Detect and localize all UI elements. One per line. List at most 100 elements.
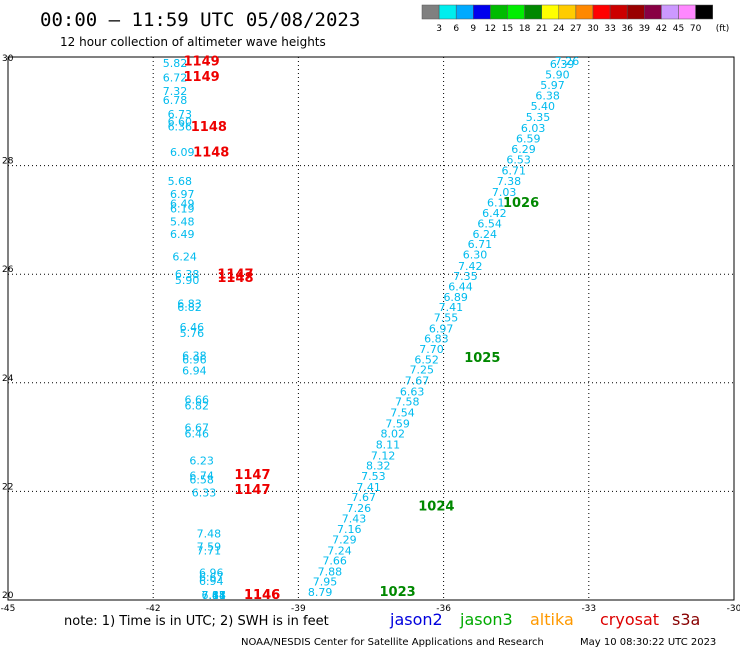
color-swatch	[609, 4, 628, 20]
wave-height-value: 6.09	[170, 146, 195, 159]
color-scale-tick: 30	[587, 24, 599, 34]
wave-height-points: 5.826.727.326.786.736.606.366.095.686.97…	[163, 55, 580, 602]
pass-label: 1146	[244, 588, 280, 603]
color-swatch	[473, 4, 491, 20]
wave-height-value: 6.78	[163, 94, 188, 107]
wave-height-value: 6.73	[168, 108, 193, 121]
wave-height-value: 6.23	[189, 454, 214, 467]
wave-height-value: 6.53	[506, 153, 531, 166]
y-tick-label: 26	[2, 265, 14, 275]
wave-height-value: 6.59	[516, 132, 541, 145]
color-swatch	[661, 4, 679, 20]
wave-height-value: 6.42	[482, 207, 507, 220]
wave-height-value: 6.66	[185, 393, 210, 406]
wave-height-value: 6.72	[163, 71, 188, 84]
grid-lines	[8, 57, 734, 600]
wave-height-value: 6.60	[168, 115, 193, 128]
color-scale-tick: 39	[639, 24, 651, 34]
color-swatch	[507, 4, 525, 20]
wave-height-value: 7.59	[385, 417, 410, 430]
color-swatch	[421, 4, 440, 20]
wave-height-value: 7.48	[197, 528, 222, 541]
color-swatch	[678, 4, 696, 20]
wave-height-value: 7.67	[351, 491, 376, 504]
wave-height-value: 7.95	[313, 575, 338, 588]
wave-height-value: 7.42	[458, 260, 483, 273]
wave-height-value: 5.82	[163, 57, 188, 70]
wave-height-value: 6.52	[414, 353, 439, 366]
color-scale-tick: 15	[502, 24, 513, 34]
x-tick-label: -33	[581, 604, 596, 614]
wave-height-value: 7.41	[439, 301, 464, 314]
pass-label: 1026	[503, 196, 539, 211]
wave-height-value: 6.82	[185, 399, 210, 412]
wave-height-value: 6.94	[199, 575, 224, 588]
wave-height-value: 7.03	[492, 186, 517, 199]
wave-height-value: 6.11	[487, 196, 512, 209]
wave-height-value: 6.97	[429, 322, 454, 335]
wave-height-value: 7.24	[327, 544, 352, 557]
wave-height-value: 6.96	[182, 353, 207, 366]
color-swatch	[644, 4, 662, 20]
color-swatch	[455, 4, 474, 20]
color-swatch	[490, 4, 508, 20]
wave-height-value: 6.89	[443, 291, 468, 304]
wave-height-value: 7.41	[356, 481, 381, 494]
color-swatch	[524, 4, 542, 20]
wave-height-value: 7.53	[361, 470, 386, 483]
footer-timestamp: May 10 08:30:22 UTC 2023	[580, 637, 716, 648]
color-scale-tick: 18	[519, 24, 531, 34]
pass-label: 1149	[184, 55, 220, 70]
wave-height-value: 6.54	[477, 218, 502, 231]
color-swatch	[575, 4, 594, 20]
x-tick-label: -36	[436, 604, 451, 614]
wave-height-value: 6.39	[550, 58, 575, 71]
pass-label: 1147	[234, 483, 270, 498]
wave-height-value: 7.67	[201, 589, 226, 602]
wave-height-value: 7.59	[197, 541, 222, 554]
x-tick-label: -42	[146, 604, 161, 614]
wave-height-value: 6.49	[170, 228, 195, 241]
wave-height-value: 6.67	[185, 422, 210, 435]
pass-label: 1025	[464, 351, 500, 366]
color-scale-tick: 27	[570, 24, 581, 34]
color-swatch	[626, 4, 645, 20]
wave-height-value: 6.71	[468, 238, 493, 251]
wave-height-value: 6.30	[463, 248, 488, 261]
satellite-legend: jason2 jason3 altika cryosat s3a	[389, 610, 700, 629]
wave-height-value: 8.02	[381, 428, 406, 441]
wave-height-value: 6.38	[535, 89, 560, 102]
pass-label: 1146	[244, 588, 280, 603]
satellite-label-jason2: jason2	[389, 610, 443, 629]
wave-height-value: 7.35	[453, 270, 478, 283]
color-scale-tick: 24	[553, 24, 565, 34]
wave-height-value: 7.66	[322, 555, 347, 568]
color-scale-tick: 21	[536, 24, 547, 34]
wave-height-value: 5.48	[170, 215, 195, 228]
color-scale-tick: 42	[656, 24, 667, 34]
wave-height-value: 7.16	[337, 523, 362, 536]
wave-height-value: 6.44	[448, 280, 473, 293]
pass-label: 1147	[234, 468, 270, 483]
color-scale-tick: 6	[453, 24, 459, 34]
plot-frame	[7, 56, 735, 601]
x-tick-label: -30	[727, 604, 740, 614]
wave-height-value: 5.76	[180, 327, 205, 340]
wave-height-value: 6.63	[400, 385, 425, 398]
color-swatch	[438, 4, 457, 20]
wave-height-value: 7.38	[497, 175, 522, 188]
wave-height-value: 7.32	[163, 85, 188, 98]
wave-height-value: 6.24	[172, 251, 197, 264]
pass-label: 1147	[217, 268, 253, 283]
color-scale-tick: 9	[470, 24, 476, 34]
wave-height-value: 6.83	[177, 297, 202, 310]
pass-label: 1149	[184, 70, 220, 85]
wave-height-value: 6.49	[170, 197, 195, 210]
wave-height-value: 6.58	[189, 473, 214, 486]
wave-height-value: 6.71	[502, 164, 527, 177]
wave-height-value: 5.90	[175, 274, 200, 287]
wave-height-value: 7.26	[555, 55, 580, 68]
color-scale-tick: 12	[485, 24, 496, 34]
x-tick-label: -39	[291, 604, 306, 614]
